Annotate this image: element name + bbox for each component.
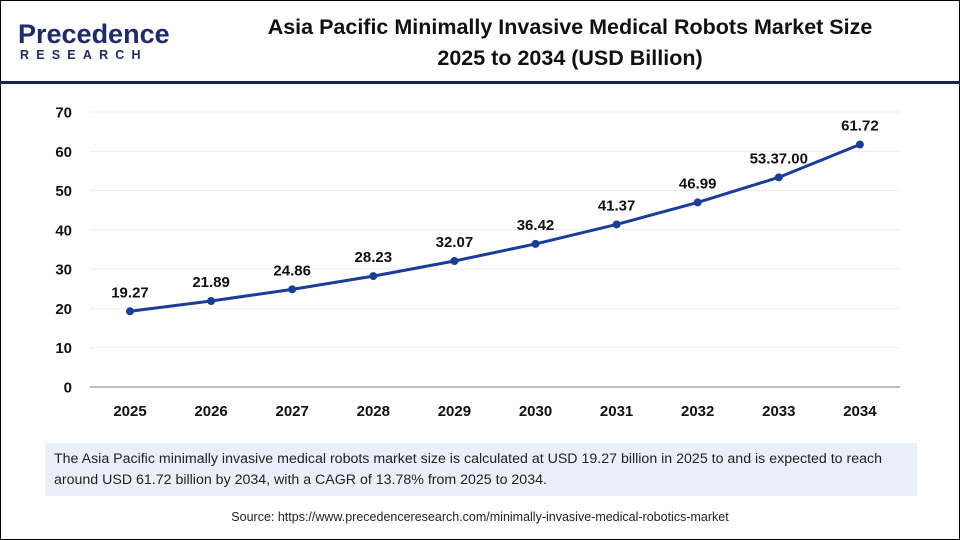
logo: Precedence RESEARCH <box>18 19 170 65</box>
data-label: 53.37.00 <box>750 150 808 167</box>
data-point <box>855 140 864 149</box>
data-point <box>126 307 134 316</box>
logo-subtitle: RESEARCH <box>20 48 148 62</box>
source-text: Source: https://www.precedenceresearch.c… <box>231 510 729 524</box>
title-line-2: 2025 to 2034 (USD Billion) <box>437 46 703 70</box>
data-point <box>531 239 540 248</box>
y-tick-label: 0 <box>64 380 72 397</box>
data-point <box>612 220 621 229</box>
data-label: 46.99 <box>679 175 717 192</box>
data-point <box>774 173 783 182</box>
y-tick-label: 30 <box>55 262 72 279</box>
data-point <box>693 198 702 207</box>
x-tick-label: 2025 <box>113 403 146 420</box>
x-tick-label: 2027 <box>276 403 309 420</box>
y-tick-label: 60 <box>55 144 72 161</box>
description-box: The Asia Pacific minimally invasive medi… <box>45 443 917 496</box>
y-tick-label: 40 <box>55 222 72 239</box>
data-label: 19.27 <box>111 284 149 301</box>
x-tick-label: 2030 <box>519 403 552 420</box>
data-label: 61.72 <box>841 118 879 135</box>
data-point <box>207 297 216 306</box>
data-point <box>288 285 297 294</box>
data-label: 21.89 <box>192 274 230 291</box>
x-tick-label: 2033 <box>762 403 795 420</box>
data-label: 41.37 <box>598 197 636 214</box>
header-divider <box>0 81 960 84</box>
chart-title: Asia Pacific Minimally Invasive Medical … <box>190 12 950 74</box>
series-line <box>129 143 861 313</box>
title-line-1: Asia Pacific Minimally Invasive Medical … <box>267 15 873 39</box>
data-label: 24.86 <box>273 262 311 279</box>
y-tick-label: 50 <box>55 183 72 200</box>
x-tick-label: 2034 <box>843 403 877 420</box>
y-tick-label: 20 <box>55 301 72 318</box>
data-point <box>450 257 459 266</box>
x-tick-label: 2028 <box>357 403 390 420</box>
x-tick-label: 2029 <box>438 403 471 420</box>
y-tick-label: 70 <box>55 105 72 122</box>
data-label: 36.42 <box>517 217 555 234</box>
y-tick-label: 10 <box>55 340 72 357</box>
data-label: 28.23 <box>355 249 393 266</box>
x-tick-label: 2032 <box>681 403 714 420</box>
x-tick-label: 2026 <box>194 403 227 420</box>
data-label: 32.07 <box>436 234 474 251</box>
x-tick-label: 2031 <box>600 403 633 420</box>
data-point <box>369 272 378 281</box>
logo-wordmark: Precedence <box>18 19 170 49</box>
